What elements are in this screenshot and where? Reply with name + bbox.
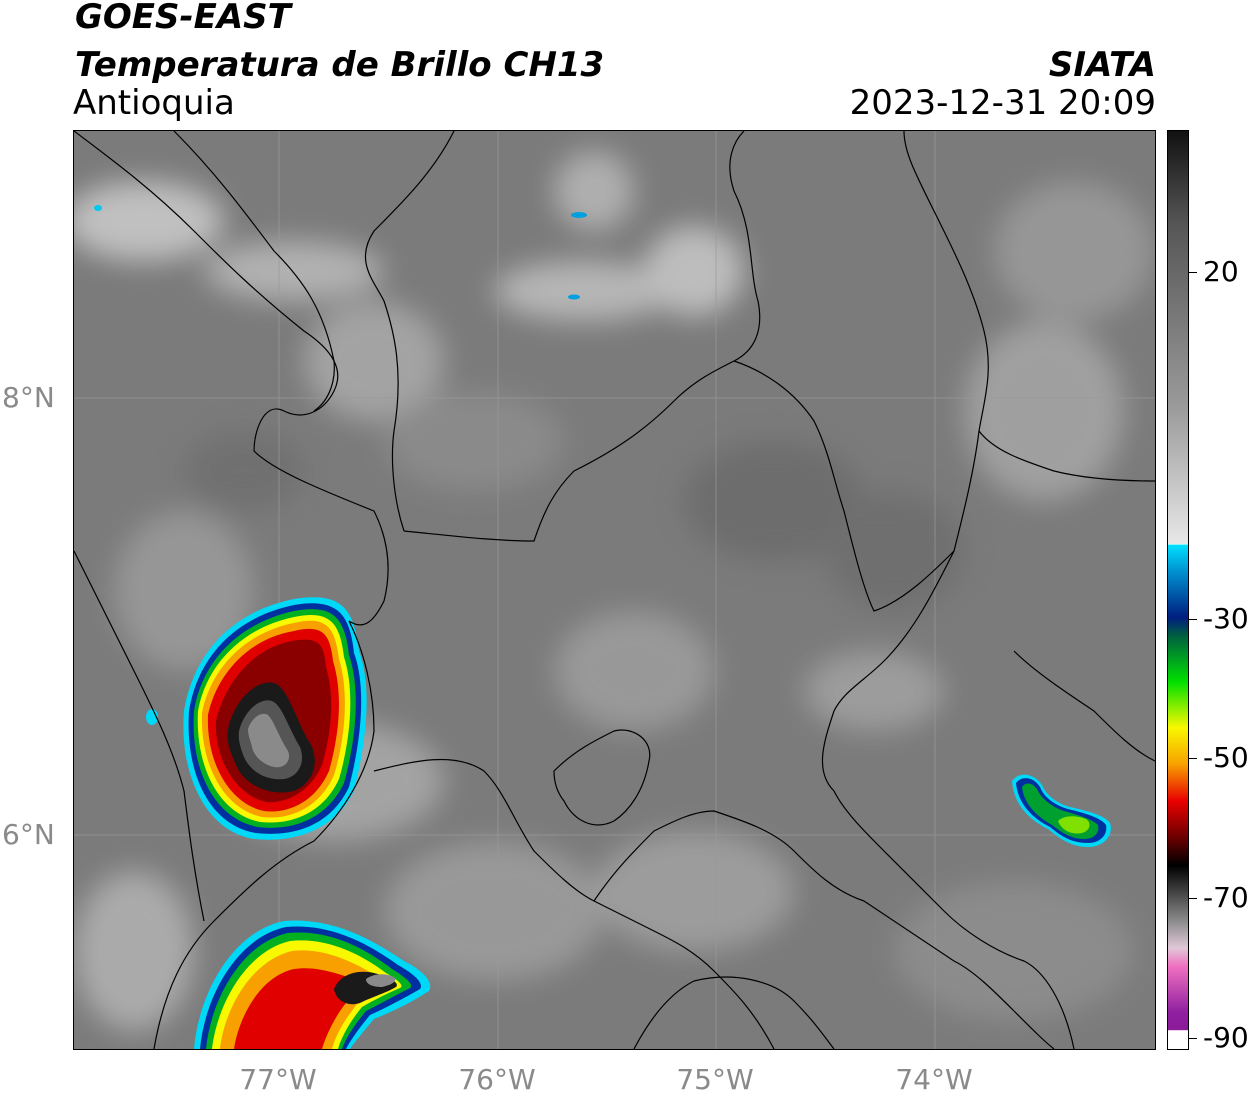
colorbar-label: 20 [1203, 255, 1239, 288]
cold-specks [94, 205, 587, 300]
agency-label: SIATA [1048, 45, 1156, 85]
graticule [74, 131, 1155, 1049]
lon-tick-label: 77°W [239, 1063, 317, 1096]
storm-cell-east [1012, 774, 1111, 847]
storm-cell-west [146, 597, 367, 840]
colorbar-tick [1189, 898, 1197, 899]
colorbar-label: -50 [1203, 741, 1249, 774]
colorbar-tick [1189, 619, 1197, 620]
lat-tick-label: 6°N [2, 818, 55, 851]
region-label: Antioquia [73, 83, 235, 123]
temperature-colorbar [1167, 130, 1189, 1050]
borders [74, 131, 1155, 1049]
product-title: Temperatura de Brillo CH13 [75, 45, 605, 85]
colorbar-tick [1189, 758, 1197, 759]
lat-tick-label: 8°N [2, 381, 55, 414]
satellite-title: GOES-EAST [75, 0, 291, 37]
lon-tick-label: 75°W [676, 1063, 754, 1096]
lon-tick-label: 74°W [895, 1063, 973, 1096]
storm-cell-southwest [194, 920, 431, 1049]
colorbar-label: -70 [1203, 881, 1249, 914]
datetime-label: 2023-12-31 20:09 [849, 83, 1156, 123]
colorbar-label: -30 [1203, 602, 1249, 635]
colorbar-tick [1189, 1038, 1197, 1039]
colorbar-tick [1189, 272, 1197, 273]
lon-tick-label: 76°W [458, 1063, 536, 1096]
satellite-map[interactable] [73, 130, 1156, 1050]
colorbar-label: -90 [1203, 1021, 1249, 1054]
